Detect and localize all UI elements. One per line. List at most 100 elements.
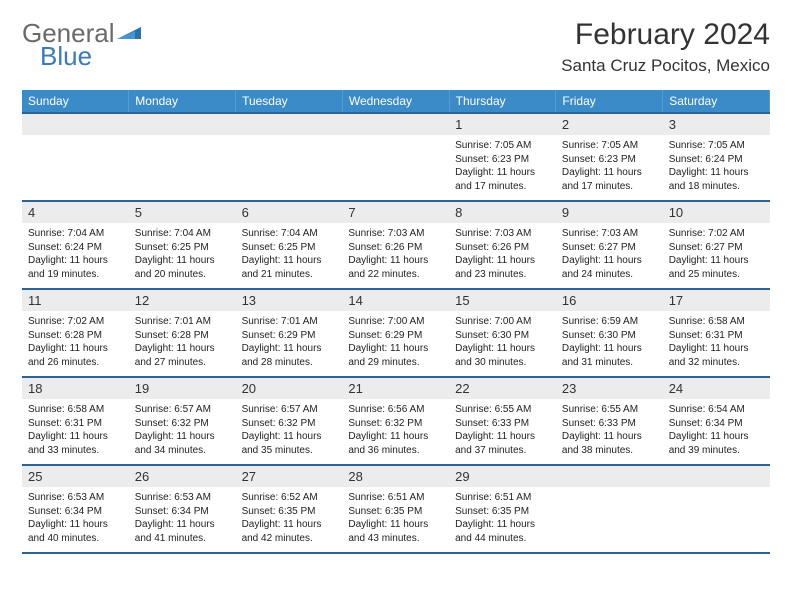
day-cell: 5Sunrise: 7:04 AMSunset: 6:25 PMDaylight… xyxy=(129,201,236,289)
day-info: Sunrise: 6:53 AMSunset: 6:34 PMDaylight:… xyxy=(22,487,129,551)
day-header: Sunday xyxy=(22,90,129,113)
sunset-text: Sunset: 6:29 PM xyxy=(348,329,443,343)
sunrise-text: Sunrise: 6:57 AM xyxy=(135,403,230,417)
day-number: 16 xyxy=(556,290,663,311)
day-info: Sunrise: 7:05 AMSunset: 6:24 PMDaylight:… xyxy=(663,135,770,199)
day-number: 22 xyxy=(449,378,556,399)
day-info: Sunrise: 7:03 AMSunset: 6:27 PMDaylight:… xyxy=(556,223,663,287)
week-row: 18Sunrise: 6:58 AMSunset: 6:31 PMDayligh… xyxy=(22,377,770,465)
day-number: 1 xyxy=(449,114,556,135)
sunrise-text: Sunrise: 7:03 AM xyxy=(455,227,550,241)
day-info: Sunrise: 6:59 AMSunset: 6:30 PMDaylight:… xyxy=(556,311,663,375)
sunrise-text: Sunrise: 7:05 AM xyxy=(562,139,657,153)
sunset-text: Sunset: 6:25 PM xyxy=(135,241,230,255)
day-number: 18 xyxy=(22,378,129,399)
sunrise-text: Sunrise: 7:01 AM xyxy=(135,315,230,329)
daylight-text: Daylight: 11 hours and 22 minutes. xyxy=(348,254,443,281)
sunset-text: Sunset: 6:23 PM xyxy=(455,153,550,167)
day-cell: 29Sunrise: 6:51 AMSunset: 6:35 PMDayligh… xyxy=(449,465,556,553)
daylight-text: Daylight: 11 hours and 20 minutes. xyxy=(135,254,230,281)
daylight-text: Daylight: 11 hours and 21 minutes. xyxy=(242,254,337,281)
sunset-text: Sunset: 6:24 PM xyxy=(28,241,123,255)
sunrise-text: Sunrise: 7:04 AM xyxy=(135,227,230,241)
day-info: Sunrise: 7:05 AMSunset: 6:23 PMDaylight:… xyxy=(556,135,663,199)
day-cell: 14Sunrise: 7:00 AMSunset: 6:29 PMDayligh… xyxy=(342,289,449,377)
day-info: Sunrise: 6:51 AMSunset: 6:35 PMDaylight:… xyxy=(342,487,449,551)
sunrise-text: Sunrise: 6:53 AM xyxy=(135,491,230,505)
daylight-text: Daylight: 11 hours and 34 minutes. xyxy=(135,430,230,457)
day-number-empty xyxy=(236,114,343,135)
daylight-text: Daylight: 11 hours and 29 minutes. xyxy=(348,342,443,369)
day-cell xyxy=(129,113,236,201)
day-cell xyxy=(663,465,770,553)
sunset-text: Sunset: 6:23 PM xyxy=(562,153,657,167)
sunrise-text: Sunrise: 7:03 AM xyxy=(348,227,443,241)
sunset-text: Sunset: 6:30 PM xyxy=(455,329,550,343)
sunset-text: Sunset: 6:34 PM xyxy=(28,505,123,519)
day-cell: 21Sunrise: 6:56 AMSunset: 6:32 PMDayligh… xyxy=(342,377,449,465)
daylight-text: Daylight: 11 hours and 24 minutes. xyxy=(562,254,657,281)
day-number: 27 xyxy=(236,466,343,487)
daylight-text: Daylight: 11 hours and 37 minutes. xyxy=(455,430,550,457)
day-number-empty xyxy=(663,466,770,487)
day-info: Sunrise: 7:04 AMSunset: 6:24 PMDaylight:… xyxy=(22,223,129,287)
day-header: Monday xyxy=(129,90,236,113)
sunset-text: Sunset: 6:35 PM xyxy=(242,505,337,519)
daylight-text: Daylight: 11 hours and 25 minutes. xyxy=(669,254,764,281)
sunrise-text: Sunrise: 6:51 AM xyxy=(348,491,443,505)
day-number: 9 xyxy=(556,202,663,223)
day-info: Sunrise: 6:58 AMSunset: 6:31 PMDaylight:… xyxy=(22,399,129,463)
day-info: Sunrise: 7:04 AMSunset: 6:25 PMDaylight:… xyxy=(129,223,236,287)
day-info: Sunrise: 6:55 AMSunset: 6:33 PMDaylight:… xyxy=(449,399,556,463)
sunrise-text: Sunrise: 6:56 AM xyxy=(348,403,443,417)
daylight-text: Daylight: 11 hours and 17 minutes. xyxy=(455,166,550,193)
day-cell xyxy=(22,113,129,201)
day-number: 25 xyxy=(22,466,129,487)
sunrise-text: Sunrise: 6:54 AM xyxy=(669,403,764,417)
sunrise-text: Sunrise: 7:00 AM xyxy=(455,315,550,329)
day-info: Sunrise: 7:01 AMSunset: 6:29 PMDaylight:… xyxy=(236,311,343,375)
day-number: 24 xyxy=(663,378,770,399)
day-cell: 17Sunrise: 6:58 AMSunset: 6:31 PMDayligh… xyxy=(663,289,770,377)
day-number-empty xyxy=(129,114,236,135)
week-row: 25Sunrise: 6:53 AMSunset: 6:34 PMDayligh… xyxy=(22,465,770,553)
daylight-text: Daylight: 11 hours and 30 minutes. xyxy=(455,342,550,369)
day-number: 3 xyxy=(663,114,770,135)
daylight-text: Daylight: 11 hours and 17 minutes. xyxy=(562,166,657,193)
day-cell: 10Sunrise: 7:02 AMSunset: 6:27 PMDayligh… xyxy=(663,201,770,289)
calendar-table: Sunday Monday Tuesday Wednesday Thursday… xyxy=(22,90,770,554)
calendar-page: General Blue February 2024 Santa Cruz Po… xyxy=(0,0,792,564)
sunrise-text: Sunrise: 6:58 AM xyxy=(28,403,123,417)
sunset-text: Sunset: 6:33 PM xyxy=(455,417,550,431)
location-text: Santa Cruz Pocitos, Mexico xyxy=(561,56,770,76)
day-number: 21 xyxy=(342,378,449,399)
day-cell: 22Sunrise: 6:55 AMSunset: 6:33 PMDayligh… xyxy=(449,377,556,465)
day-header: Friday xyxy=(556,90,663,113)
week-row: 1Sunrise: 7:05 AMSunset: 6:23 PMDaylight… xyxy=(22,113,770,201)
day-number-empty xyxy=(342,114,449,135)
sunset-text: Sunset: 6:31 PM xyxy=(28,417,123,431)
sunrise-text: Sunrise: 6:59 AM xyxy=(562,315,657,329)
day-info: Sunrise: 7:04 AMSunset: 6:25 PMDaylight:… xyxy=(236,223,343,287)
day-cell: 13Sunrise: 7:01 AMSunset: 6:29 PMDayligh… xyxy=(236,289,343,377)
day-cell xyxy=(342,113,449,201)
day-number: 7 xyxy=(342,202,449,223)
day-cell: 7 Sunrise: 7:03 AMSunset: 6:26 PMDaylight… xyxy=(342,201,449,289)
day-info: Sunrise: 7:02 AMSunset: 6:27 PMDaylight:… xyxy=(663,223,770,287)
day-number: 29 xyxy=(449,466,556,487)
sunrise-text: Sunrise: 6:58 AM xyxy=(669,315,764,329)
sunset-text: Sunset: 6:32 PM xyxy=(135,417,230,431)
day-info: Sunrise: 6:53 AMSunset: 6:34 PMDaylight:… xyxy=(129,487,236,551)
sunset-text: Sunset: 6:31 PM xyxy=(669,329,764,343)
sunset-text: Sunset: 6:27 PM xyxy=(669,241,764,255)
sunset-text: Sunset: 6:28 PM xyxy=(135,329,230,343)
day-header: Tuesday xyxy=(236,90,343,113)
day-number: 11 xyxy=(22,290,129,311)
sunrise-text: Sunrise: 6:51 AM xyxy=(455,491,550,505)
sunset-text: Sunset: 6:26 PM xyxy=(455,241,550,255)
sunset-text: Sunset: 6:26 PM xyxy=(348,241,443,255)
day-cell: 8Sunrise: 7:03 AMSunset: 6:26 PMDaylight… xyxy=(449,201,556,289)
day-cell: 20Sunrise: 6:57 AMSunset: 6:32 PMDayligh… xyxy=(236,377,343,465)
daylight-text: Daylight: 11 hours and 18 minutes. xyxy=(669,166,764,193)
day-info: Sunrise: 7:01 AMSunset: 6:28 PMDaylight:… xyxy=(129,311,236,375)
